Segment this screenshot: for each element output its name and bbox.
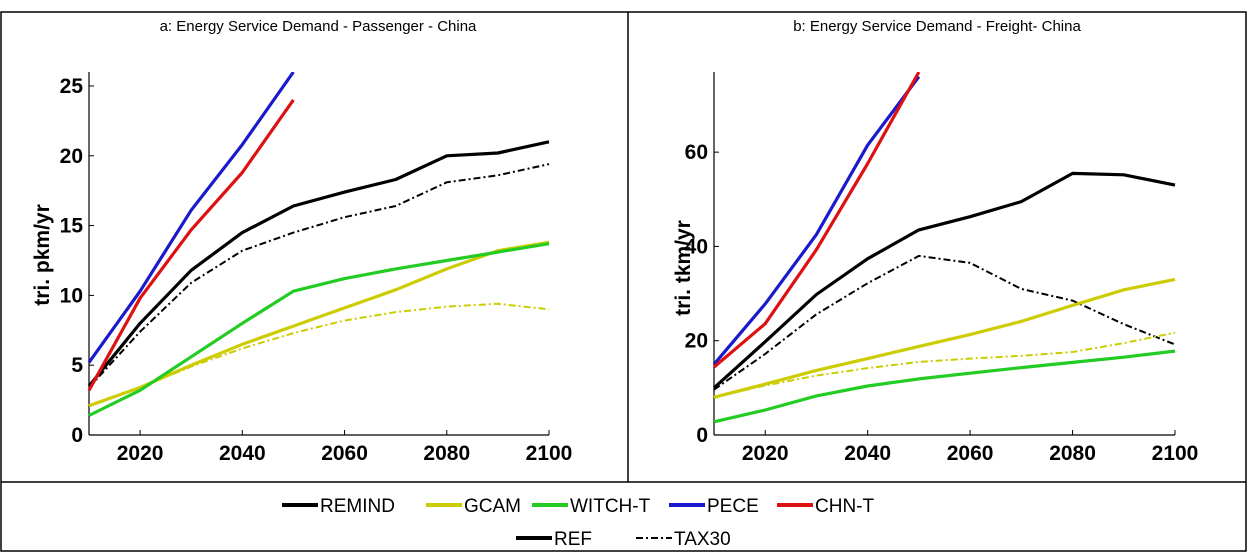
panel-a-xtick-label: 2040 <box>219 442 266 465</box>
panel-b-ytick-label: 0 <box>696 424 708 447</box>
panel-a-ytick-label: 5 <box>71 354 83 377</box>
panel-a-series-gcam-tax30 <box>88 302 550 407</box>
panel-a-ytick-label: 10 <box>60 284 83 307</box>
panel-a-series-witch-t-ref <box>88 242 550 417</box>
legend-item-chn-t: CHN-T <box>777 496 874 517</box>
panel-b-series-pece-ref <box>712 75 921 366</box>
legend-label-tax30: TAX30 <box>674 529 731 550</box>
legend-label-chn-t: CHN-T <box>815 496 874 517</box>
panel-a-xtick-label: 2080 <box>423 442 470 465</box>
panel-b-series-chn-t-ref <box>712 72 921 369</box>
legend-item-gcam: GCAM <box>426 496 521 517</box>
figure-border <box>0 11 1247 552</box>
panel-passenger: a: Energy Service Demand - Passenger - C… <box>31 18 572 465</box>
panel-a-ytick-label: 15 <box>60 215 84 238</box>
panel-a-xtick-label: 2060 <box>321 442 368 465</box>
legend-label-remind: REMIND <box>320 496 395 517</box>
panel-b-title: b: Energy Service Demand - Freight- Chin… <box>793 18 1081 35</box>
panel-freight: b: Energy Service Demand - Freight- Chin… <box>672 18 1198 465</box>
panel-b-xtick-label: 2020 <box>742 442 789 465</box>
panel-a-series-remind-ref <box>87 140 550 388</box>
panel-a-series-pece-ref <box>87 72 295 364</box>
panel-a-series <box>87 72 550 417</box>
panel-a-ytick-label: 20 <box>60 145 83 168</box>
panel-b-series-gcam-ref <box>713 277 1176 399</box>
legend-item-pece: PECE <box>669 496 759 517</box>
legend-item-witch-t: WITCH-T <box>532 496 651 517</box>
panel-b-series-remind-tax30 <box>713 254 1176 391</box>
panel-a-xtick-label: 2100 <box>526 442 573 465</box>
legend-label-witch-t: WITCH-T <box>570 496 651 517</box>
panel-b-series-gcam-tax30 <box>713 331 1176 399</box>
panel-b-ytick-label: 40 <box>685 235 708 258</box>
panel-b-xtick-label: 2100 <box>1152 442 1199 465</box>
panel-a-series-chn-t-ref <box>87 98 295 392</box>
legend-item-remind: REMIND <box>282 496 395 517</box>
panel-b-series-remind-ref <box>712 171 1176 390</box>
panel-a-ytick-label: 25 <box>60 75 84 98</box>
panel-b-ylabel: tri. tkm/yr <box>672 220 695 316</box>
legend: REMIND GCAM WITCH-T PECE CHN-T REF TAX30 <box>282 496 874 550</box>
panel-b-series-witch-t-ref <box>713 349 1176 424</box>
panel-b-series <box>712 72 1176 424</box>
panel-a-xtick-label: 2020 <box>117 442 164 465</box>
legend-label-gcam: GCAM <box>464 496 521 517</box>
panel-b-xtick-label: 2040 <box>844 442 891 465</box>
panel-b-ytick-label: 60 <box>685 141 708 164</box>
panel-a-series-remind-tax30 <box>88 163 550 389</box>
panel-a-axes: 0 5 10 15 20 25 2020 2040 2060 2080 2100 <box>60 72 573 465</box>
panel-a-title: a: Energy Service Demand - Passenger - C… <box>160 18 477 35</box>
legend-label-ref: REF <box>554 529 592 550</box>
panel-b-ytick-label: 20 <box>685 330 708 353</box>
panel-b-xtick-label: 2060 <box>947 442 994 465</box>
legend-label-pece: PECE <box>707 496 759 517</box>
panel-a-series-gcam-ref <box>88 240 550 408</box>
panel-a-ytick-label: 0 <box>71 424 83 447</box>
legend-item-ref: REF <box>516 529 592 550</box>
legend-item-tax30: TAX30 <box>636 529 731 550</box>
panel-a-ylabel: tri. pkm/yr <box>31 204 54 306</box>
panel-b-xtick-label: 2080 <box>1049 442 1096 465</box>
